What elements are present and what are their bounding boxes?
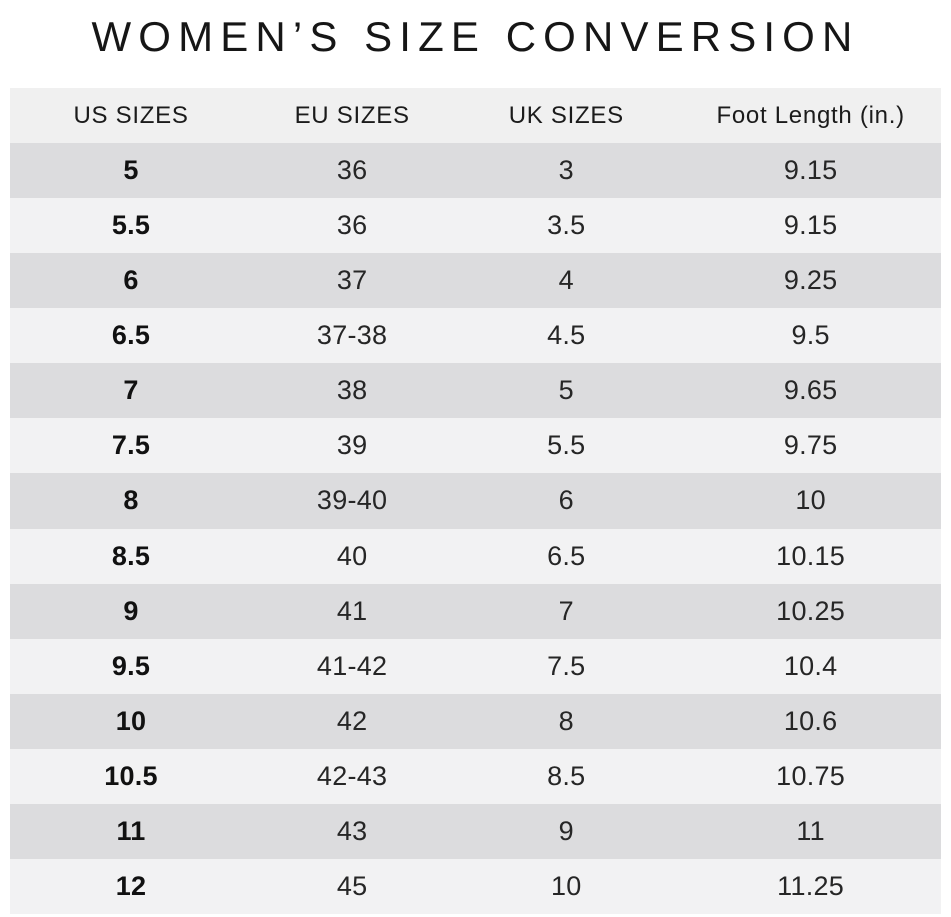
cell-foot-length: 9.25 [783,265,838,296]
cell-uk-size: 8.5 [547,760,586,791]
cell-foot-length: 9.75 [783,430,838,461]
column-header-foot-length: Foot Length (in.) [716,101,905,129]
cell-foot-length: 9.5 [791,320,830,351]
cell-uk-size: 7.5 [547,650,586,681]
table-row: 5.5 36 3.5 9.15 [10,198,941,254]
cell-eu-size: 39-40 [316,485,388,516]
size-conversion-table: US SIZES EU SIZES UK SIZES Foot Length (… [10,88,941,914]
cell-uk-size: 10 [550,870,582,901]
cell-us-size: 6 [123,265,139,296]
cell-us-size: 10.5 [104,760,158,791]
cell-eu-size: 36 [336,210,368,241]
column-header-uk-sizes: UK SIZES [508,101,624,129]
table-row: 10.5 42-43 8.5 10.75 [10,748,941,804]
cell-us-size: 5.5 [111,210,151,241]
table-row: 8.5 40 6.5 10.15 [10,528,941,584]
cell-us-size: 7 [123,375,139,406]
cell-uk-size: 7 [558,595,574,626]
cell-eu-size: 43 [336,815,368,846]
cell-us-size: 6.5 [111,320,151,351]
cell-foot-length: 11 [796,815,825,846]
cell-us-size: 12 [115,870,147,901]
table-header-row: US SIZES EU SIZES UK SIZES Foot Length (… [10,88,941,144]
table-row: 8 39-40 6 10 [10,473,941,529]
cell-foot-length: 10.75 [776,760,846,791]
cell-foot-length: 10.15 [776,540,846,571]
cell-us-size: 5 [123,155,139,186]
table-row: 9 41 7 10.25 [10,583,941,639]
cell-uk-size: 5.5 [547,430,586,461]
cell-uk-size: 4 [558,265,574,296]
cell-eu-size: 45 [336,870,368,901]
cell-eu-size: 38 [336,375,368,406]
cell-us-size: 7.5 [111,430,151,461]
table-row: 7.5 39 5.5 9.75 [10,418,941,474]
cell-us-size: 8.5 [111,540,151,571]
cell-us-size: 8 [123,485,139,516]
cell-uk-size: 8 [558,705,574,736]
table-row: 6 37 4 9.25 [10,253,941,309]
table-row: 5 36 3 9.15 [10,143,941,199]
table-row: 6.5 37-38 4.5 9.5 [10,308,941,364]
table-row: 10 42 8 10.6 [10,693,941,749]
cell-uk-size: 6 [558,485,574,516]
cell-uk-size: 4.5 [547,320,586,351]
column-header-us-sizes: US SIZES [73,101,189,129]
cell-eu-size: 39 [336,430,368,461]
cell-uk-size: 3 [558,155,574,186]
table-row: 9.5 41-42 7.5 10.4 [10,638,941,694]
cell-eu-size: 37 [336,265,368,296]
cell-us-size: 10 [115,705,147,736]
cell-foot-length: 10.25 [776,595,846,626]
cell-foot-length: 9.15 [783,155,838,186]
page-title: WOMEN’S SIZE CONVERSION [91,13,860,60]
cell-foot-length: 11.25 [777,870,845,901]
cell-foot-length: 10.6 [783,705,838,736]
cell-eu-size: 41-42 [316,650,388,681]
cell-uk-size: 9 [558,815,574,846]
cell-eu-size: 41 [336,595,368,626]
column-header-eu-sizes: EU SIZES [294,101,410,129]
cell-uk-size: 3.5 [547,210,586,241]
cell-foot-length: 9.15 [783,210,838,241]
cell-foot-length: 10 [795,485,826,516]
table-row: 11 43 9 11 [10,803,941,859]
cell-eu-size: 42 [336,705,368,736]
table-row: 7 38 5 9.65 [10,363,941,419]
cell-us-size: 9.5 [111,650,151,681]
cell-eu-size: 42-43 [316,760,388,791]
cell-us-size: 11 [116,815,146,846]
cell-foot-length: 10.4 [783,650,838,681]
cell-uk-size: 6.5 [547,540,586,571]
cell-uk-size: 5 [558,375,574,406]
cell-eu-size: 37-38 [316,320,388,351]
cell-eu-size: 36 [336,155,368,186]
table-row: 12 45 10 11.25 [10,858,941,914]
cell-eu-size: 40 [336,540,368,571]
cell-foot-length: 9.65 [783,375,838,406]
cell-us-size: 9 [123,595,139,626]
